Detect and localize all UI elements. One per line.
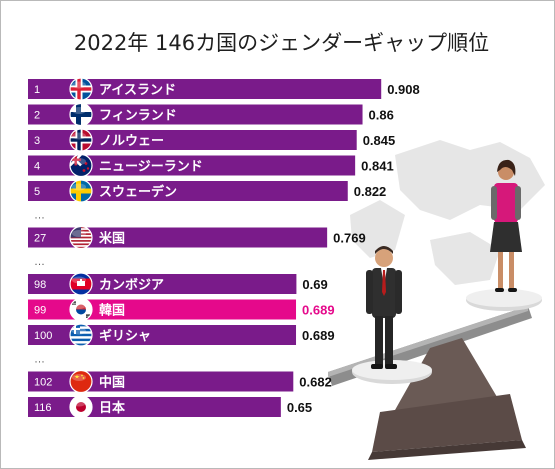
value-label: 0.689 xyxy=(302,328,335,343)
rank-label: 100 xyxy=(34,330,52,342)
seesaw-illustration xyxy=(328,289,542,460)
country-label: スウェーデン xyxy=(99,184,177,200)
usa-flag-icon xyxy=(69,225,93,250)
bar-row: 4 ニュージーランド 0.841 xyxy=(28,153,394,178)
row-gap-ellipsis: … xyxy=(34,354,45,366)
rank-label: 102 xyxy=(34,377,52,389)
bar-row: 102 中国 0.682 xyxy=(28,369,332,394)
value-label: 0.65 xyxy=(287,400,312,415)
bars-layer: 1 アイスランド 0.908 2 フィンランド 0.86 3 ノルウェー 0.845 4 ニュージー… xyxy=(28,77,420,419)
bar-row: 1 アイスランド 0.908 xyxy=(28,77,420,101)
rank-label: 116 xyxy=(34,402,52,414)
bar xyxy=(28,227,328,248)
rank-label: 27 xyxy=(34,233,46,245)
country-label: カンボジア xyxy=(99,277,164,293)
value-label: 0.769 xyxy=(333,231,366,246)
bar xyxy=(28,104,363,125)
bar-row: 98 カンボジア 0.69 xyxy=(28,272,328,296)
row-gap-ellipsis: … xyxy=(34,210,45,222)
bar xyxy=(28,397,281,417)
bar-row: 5 スウェーデン 0.822 xyxy=(28,179,387,203)
bar-row: 100 ギリシャ 0.689 xyxy=(28,323,335,347)
value-label: 0.682 xyxy=(299,375,332,390)
bar xyxy=(28,181,348,201)
bar xyxy=(28,79,382,99)
south-korea-flag-icon xyxy=(69,297,93,322)
country-label: ニュージーランド xyxy=(99,160,203,175)
japan-flag-icon xyxy=(69,395,93,419)
country-label: ギリシャ xyxy=(99,328,151,344)
value-label: 0.822 xyxy=(354,184,387,199)
iceland-flag-icon xyxy=(69,77,93,101)
value-label: 0.69 xyxy=(302,277,327,292)
sweden-flag-icon xyxy=(69,179,93,203)
bar xyxy=(28,299,297,320)
value-label: 0.689 xyxy=(302,303,335,318)
value-label: 0.908 xyxy=(387,82,420,97)
bar-row: 2 フィンランド 0.86 xyxy=(28,102,394,127)
rank-label: 3 xyxy=(34,135,40,147)
country-label: 日本 xyxy=(99,400,125,416)
country-label: アイスランド xyxy=(99,83,176,98)
norway-flag-icon xyxy=(69,128,93,152)
country-label: ノルウェー xyxy=(99,134,164,149)
value-label: 0.845 xyxy=(363,133,396,148)
finland-flag-icon xyxy=(69,102,93,127)
new-zealand-flag-icon xyxy=(69,153,93,178)
value-label: 0.86 xyxy=(369,108,394,123)
bar xyxy=(28,371,294,392)
woman-figure xyxy=(490,159,522,292)
bar xyxy=(28,274,297,294)
rank-label: 98 xyxy=(34,279,46,291)
rank-label: 99 xyxy=(34,305,46,317)
bar xyxy=(28,130,357,150)
chart-title: 2022年 146カ国のジェンダーギャップ順位 xyxy=(73,31,490,55)
man-figure xyxy=(366,246,402,369)
bar-row: 27 米国 0.769 xyxy=(28,225,366,250)
bar-row: 116 日本 0.65 xyxy=(28,395,312,419)
value-label: 0.841 xyxy=(361,159,394,174)
country-label: フィンランド xyxy=(99,109,177,124)
row-gap-ellipsis: … xyxy=(34,256,45,268)
bar-row: 3 ノルウェー 0.845 xyxy=(28,128,396,152)
country-label: 米国 xyxy=(99,231,125,247)
country-label: 中国 xyxy=(99,375,125,391)
rank-label: 1 xyxy=(34,84,40,96)
cambodia-flag-icon xyxy=(69,272,93,296)
country-label: 韓国 xyxy=(99,303,125,319)
china-flag-icon xyxy=(69,369,93,394)
bar-row: 99 韓国 0.689 xyxy=(28,297,335,322)
rank-label: 5 xyxy=(34,186,40,198)
bar xyxy=(28,325,297,345)
greece-flag-icon xyxy=(69,323,93,347)
rank-label: 4 xyxy=(34,161,40,173)
rank-label: 2 xyxy=(34,110,40,122)
bar xyxy=(28,155,356,176)
